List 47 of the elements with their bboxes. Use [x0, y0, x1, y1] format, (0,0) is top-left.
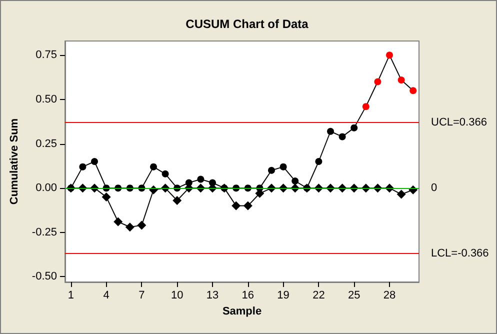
point [398, 76, 405, 84]
y-tick-label: -0.25 [32, 226, 57, 238]
point [197, 176, 204, 183]
point [410, 87, 417, 94]
point [137, 220, 146, 230]
point [243, 201, 252, 210]
ref-line-label: 0 [431, 182, 438, 194]
point [172, 196, 182, 205]
ref-line-label: UCL=0.366 [431, 116, 487, 129]
x-tick-label: 16 [242, 290, 254, 302]
x-tick-label: 7 [138, 290, 145, 302]
y-tick-label: 0.00 [36, 182, 57, 194]
x-tick-label: 13 [206, 290, 219, 302]
x-tick-label: 25 [348, 290, 360, 302]
point [396, 190, 406, 199]
point [280, 163, 287, 170]
point [315, 158, 322, 165]
x-tick-label: 22 [312, 290, 325, 302]
point [362, 103, 370, 110]
x-tick-label: 1 [68, 290, 74, 302]
point [386, 52, 393, 59]
point [292, 177, 299, 184]
y-axis-title: Cumulative Sum [8, 118, 20, 205]
x-tick-label: 10 [170, 290, 184, 302]
point [268, 166, 275, 174]
point [91, 158, 98, 165]
point [350, 124, 358, 132]
point [374, 78, 382, 86]
x-tick-label: 19 [277, 290, 290, 302]
y-tick-label: 0.25 [36, 138, 57, 150]
point [232, 201, 241, 210]
point [102, 192, 111, 202]
point [79, 163, 86, 170]
point [162, 170, 169, 178]
point [125, 222, 134, 232]
y-tick-label: -0.50 [32, 270, 57, 283]
x-tick-label: 28 [383, 290, 396, 302]
point [327, 128, 334, 135]
y-tick-label: 0.50 [36, 93, 57, 106]
ref-line-label: LCL=-0.366 [431, 248, 489, 260]
point [114, 217, 123, 226]
y-tick-label: 0.75 [36, 49, 57, 62]
chart-title: CUSUM Chart of Data [186, 17, 309, 31]
point [150, 163, 157, 170]
x-axis-title: Sample [222, 305, 262, 318]
x-tick-label: 4 [103, 290, 110, 302]
point [338, 133, 346, 140]
